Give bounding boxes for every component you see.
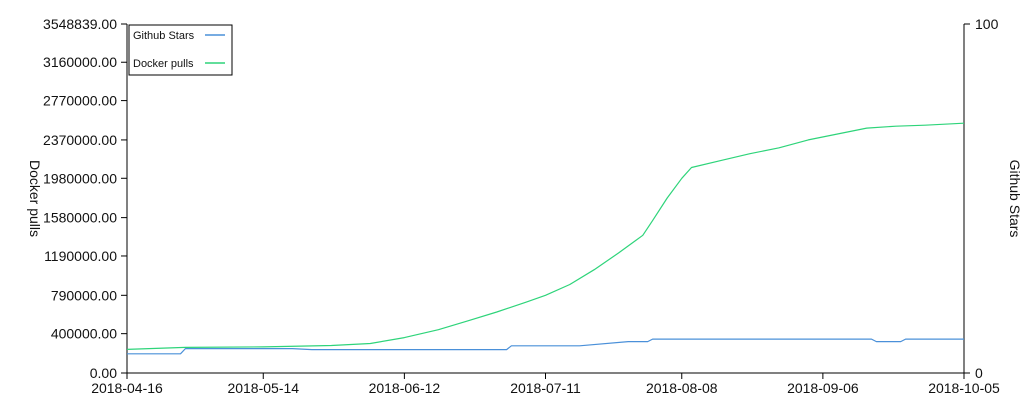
left-y-tick-label: 1580000.00 [43,210,117,226]
left-y-tick-label: 3548839.00 [43,16,117,32]
series-line-github-stars [127,338,964,355]
right-y-axis-title: Github Stars [1007,160,1023,238]
left-y-tick-label: 400000.00 [51,326,117,342]
legend-entry-label: Docker pulls [133,58,194,70]
left-y-tick-label: 3160000.00 [43,54,117,70]
left-y-tick-label: 2770000.00 [43,93,117,109]
legend: Github Stars Docker pulls [128,24,233,76]
x-tick-label: 2018-08-08 [646,380,718,396]
x-tick-label: 2018-09-06 [787,380,859,396]
x-tick-label: 2018-07-11 [510,380,581,396]
x-tick-label: 2018-05-14 [227,380,299,396]
x-tick-label: 2018-06-12 [369,380,441,396]
left-y-tick-label: 790000.00 [51,287,117,303]
left-y-axis-title: Docker pulls [27,160,43,237]
series-line-docker-pulls [126,122,965,350]
left-y-tick-label: 2370000.00 [43,132,117,148]
x-tick-label: 2018-10-05 [928,380,1000,396]
left-y-tick-label: 0.00 [90,365,117,381]
left-y-tick-label: 1980000.00 [43,170,117,186]
legend-box [128,24,233,76]
left-y-tick-label: 1190000.00 [44,248,117,264]
legend-entry-label: Github Stars [133,30,195,42]
right-y-tick-label: 100 [975,16,999,32]
x-tick-label: 2018-04-16 [91,380,163,396]
right-y-tick-label: 0 [975,365,983,381]
series-lines [126,122,965,355]
axes: 0.00 400000.00 790000.00 1190000.00 1580000.… [27,16,1023,396]
